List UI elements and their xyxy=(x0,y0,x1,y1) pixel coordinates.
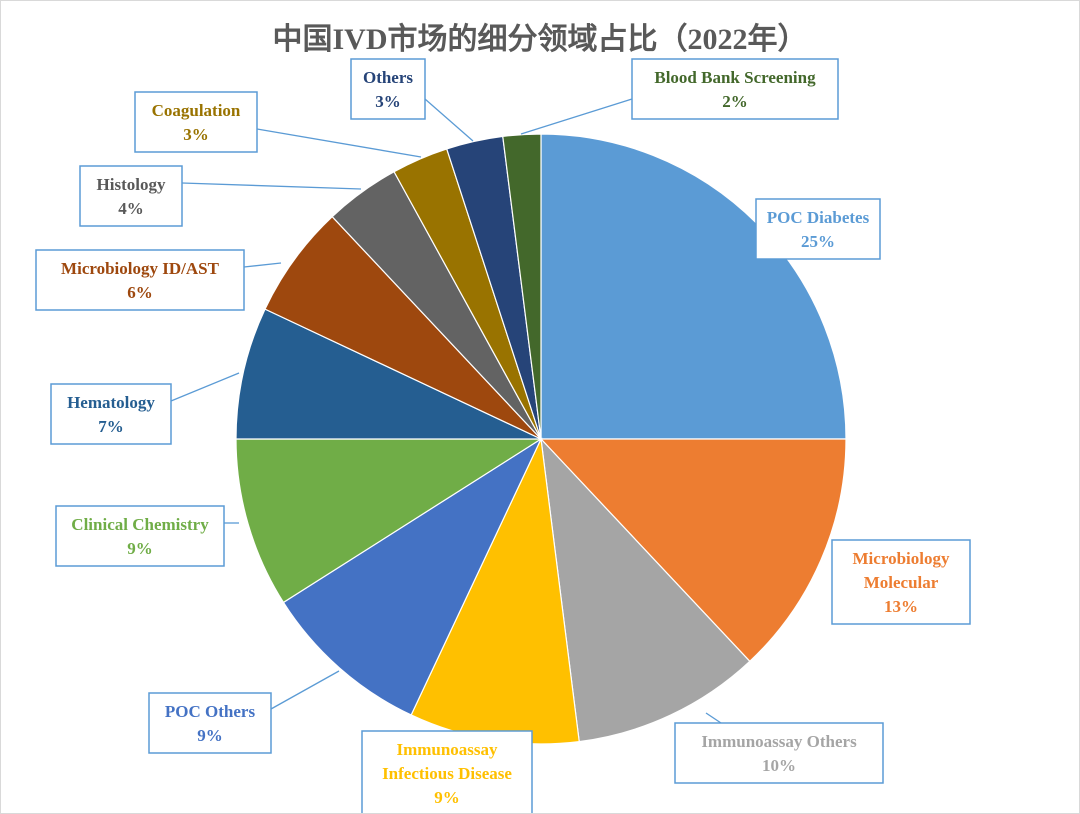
chart-title: 中国IVD市场的细分领域占比（2022年） xyxy=(272,22,807,56)
data-label-category: Hematology xyxy=(67,393,155,412)
data-label: POC Diabetes 25% xyxy=(755,198,881,260)
leader-lines xyxy=(170,98,722,724)
data-label: POC Others 9% xyxy=(148,692,272,754)
leader-line xyxy=(520,98,633,135)
data-label-box xyxy=(134,91,258,153)
data-label-category: Immunoassay xyxy=(396,740,498,759)
data-label-value: 3% xyxy=(375,92,401,111)
data-label-box xyxy=(350,58,426,120)
pie-slice xyxy=(540,437,751,743)
data-label: Clinical Chemistry 9% xyxy=(55,505,225,567)
data-label-value: 2% xyxy=(722,92,748,111)
data-label: Microbiology ID/AST 6% xyxy=(35,249,245,311)
data-label-box xyxy=(674,722,884,784)
data-label-box xyxy=(50,383,172,445)
leader-line xyxy=(170,372,240,402)
data-label: Hematology 7% xyxy=(50,383,172,445)
data-label: Immunoassay Others 10% xyxy=(674,722,884,784)
data-label-value: 9% xyxy=(127,539,153,558)
data-label-category: Immunoassay Others xyxy=(701,732,857,751)
data-label-category: Microbiology ID/AST xyxy=(61,259,220,278)
data-label-value: 9% xyxy=(434,788,460,807)
leader-line xyxy=(181,182,362,190)
data-label: Coagulation 3% xyxy=(134,91,258,153)
data-label-box xyxy=(755,198,881,260)
leader-line xyxy=(424,98,474,142)
pie-slice xyxy=(539,438,847,663)
leader-line xyxy=(243,262,282,268)
data-label-category: Others xyxy=(363,68,413,87)
data-label-category: POC Diabetes xyxy=(767,208,870,227)
data-label-value: 9% xyxy=(197,726,223,745)
pie-slices xyxy=(235,133,847,745)
data-label: Histology 4% xyxy=(79,165,183,227)
data-label: Blood Bank Screening 2% xyxy=(631,58,839,120)
data-label-category: Molecular xyxy=(864,573,939,592)
pie-slice xyxy=(235,308,542,440)
data-label-category: Blood Bank Screening xyxy=(654,68,816,87)
data-label-box xyxy=(35,249,245,311)
data-label-value: 4% xyxy=(118,199,144,218)
pie-slice xyxy=(235,438,544,604)
data-label-value: 7% xyxy=(98,417,124,436)
data-label-box xyxy=(631,58,839,120)
pie-slice xyxy=(282,437,543,716)
data-label: Immunoassay Infectious Disease 9% xyxy=(361,730,533,813)
pie-slice xyxy=(502,133,542,440)
data-label-value: 10% xyxy=(762,756,796,775)
data-label-value: 6% xyxy=(127,283,153,302)
data-label-value: 3% xyxy=(183,125,209,144)
data-label-category: Histology xyxy=(97,175,166,194)
data-label-box xyxy=(79,165,183,227)
data-label-category: Coagulation xyxy=(152,101,241,120)
leader-line xyxy=(270,670,340,710)
data-label-box xyxy=(831,539,971,625)
leader-line xyxy=(256,128,422,158)
data-label-box xyxy=(148,692,272,754)
data-label-category: POC Others xyxy=(165,702,256,721)
data-labels: POC Diabetes 25% Microbiology Molecular 13% I… xyxy=(35,58,971,813)
data-label-category: Infectious Disease xyxy=(382,764,512,783)
data-label-box xyxy=(55,505,225,567)
pie-slice xyxy=(540,133,847,440)
leader-line xyxy=(705,712,722,724)
data-label-category: Clinical Chemistry xyxy=(71,515,209,534)
data-label: Microbiology Molecular 13% xyxy=(831,539,971,625)
data-label-value: 13% xyxy=(884,597,918,616)
data-label-value: 25% xyxy=(801,232,835,251)
data-label: Others 3% xyxy=(350,58,426,120)
data-label-category: Microbiology xyxy=(853,549,950,568)
data-label-box xyxy=(361,730,533,813)
